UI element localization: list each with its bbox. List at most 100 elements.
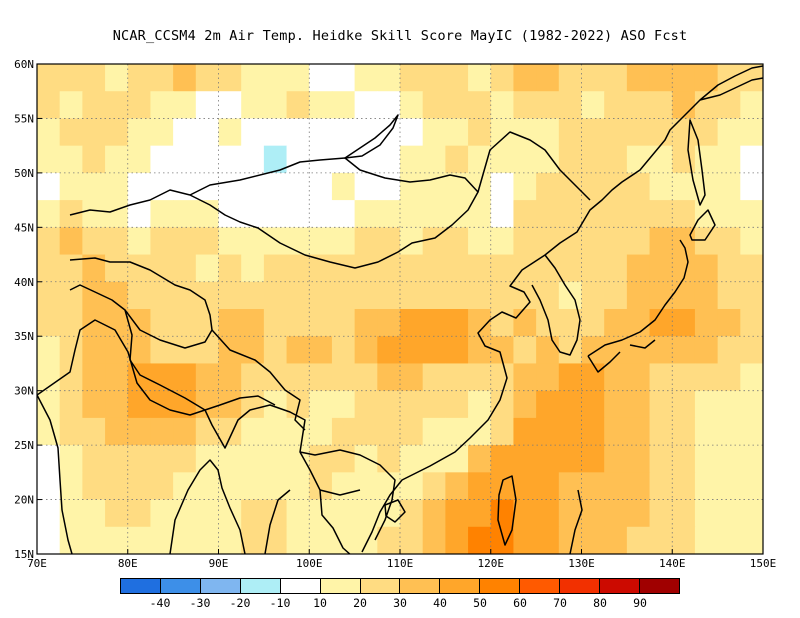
heat-cell [536,118,560,147]
heat-cell [694,172,719,201]
heat-cell [195,281,220,310]
japan-honshu [587,239,689,357]
heat-cell [400,200,424,228]
heat-cell [604,254,628,283]
heat-cell [218,281,242,310]
heat-cell [672,281,696,310]
gridlines [37,64,763,554]
heat-cell [558,254,583,283]
korea [531,254,581,356]
heat-cell [377,309,401,337]
heat-cell [694,417,719,446]
heat-cell [740,417,763,446]
heat-cell [37,472,61,501]
heat-cell [717,254,741,283]
heat-cell [604,336,628,365]
heat-cell [150,145,174,174]
heat-cell [694,336,719,365]
heat-cell [626,91,651,120]
heat-cell [694,526,719,554]
heat-cell [354,91,378,120]
heat-cell [354,526,378,554]
lon-tick-label: 80E [118,557,138,570]
heat-cell [400,91,424,120]
heat-cell [218,390,242,419]
heat-cell [649,417,673,446]
heat-cell [558,417,583,446]
hainan [384,499,406,523]
colorbar-label: 80 [593,596,607,610]
heat-cell [672,91,696,120]
heat-cell [127,281,152,310]
heat-cell [649,526,673,554]
heat-cell [127,417,152,446]
heat-cell [309,526,333,554]
heat-cell [536,91,560,120]
heat-cell [241,145,265,174]
heat-cell [127,309,152,337]
heat-cell [672,309,696,337]
heat-cell [105,281,129,310]
heat-cell [263,281,288,310]
heat-cell [263,91,288,120]
heat-cell [331,118,356,147]
heat-cell [445,227,469,256]
heat-cell [400,145,424,174]
heat-cell [59,445,83,473]
heat-cell [694,91,719,120]
heat-cell [127,172,152,201]
heat-cell [513,472,537,501]
heat-cell [536,254,560,283]
heat-cell [536,390,560,419]
heat-cell [445,118,469,147]
heat-cell [263,472,288,501]
heat-cell [286,91,310,120]
heat-cell [377,200,401,228]
heat-cell [37,526,61,554]
heat-cell [150,445,174,473]
heat-cell [377,390,401,419]
colorbar-label: 10 [313,596,327,610]
heat-cell [740,363,763,392]
heat-cell [581,445,605,473]
heat-cell [195,417,220,446]
heat-cell [263,417,288,446]
heat-cell [354,118,378,147]
heat-cell [468,472,492,501]
heat-cell [468,363,492,392]
heat-cell [536,417,560,446]
heat-cell [626,363,651,392]
heat-cell [740,227,763,256]
heat-cell [127,472,152,501]
heat-cell [558,91,583,120]
heat-cell [82,390,106,419]
heat-cell [604,200,628,228]
heat-cell [400,64,424,92]
colorbar-label: 30 [393,596,407,610]
heat-cell [286,145,310,174]
heat-cell [604,64,628,92]
heat-cell [195,445,220,473]
heat-cell [105,445,129,473]
lon-tick-label: 140E [659,557,686,570]
heat-cell [173,472,197,501]
heat-cell [377,145,401,174]
heat-cell [241,281,265,310]
heat-cell [150,472,174,501]
colorbar-box [600,579,640,593]
india-west-coast [37,394,73,554]
heat-cell [127,118,152,147]
sakhalin [687,119,706,206]
heat-cell [513,145,537,174]
heat-cell [558,145,583,174]
heat-cell [740,200,763,228]
heat-cell [400,254,424,283]
heat-cell [740,281,763,310]
colorbar-label: 20 [353,596,367,610]
heat-cell [558,227,583,256]
heat-cell [468,227,492,256]
heat-cell [445,309,469,337]
heat-cell [536,336,560,365]
heat-cell [468,390,492,419]
heat-cell [37,281,61,310]
